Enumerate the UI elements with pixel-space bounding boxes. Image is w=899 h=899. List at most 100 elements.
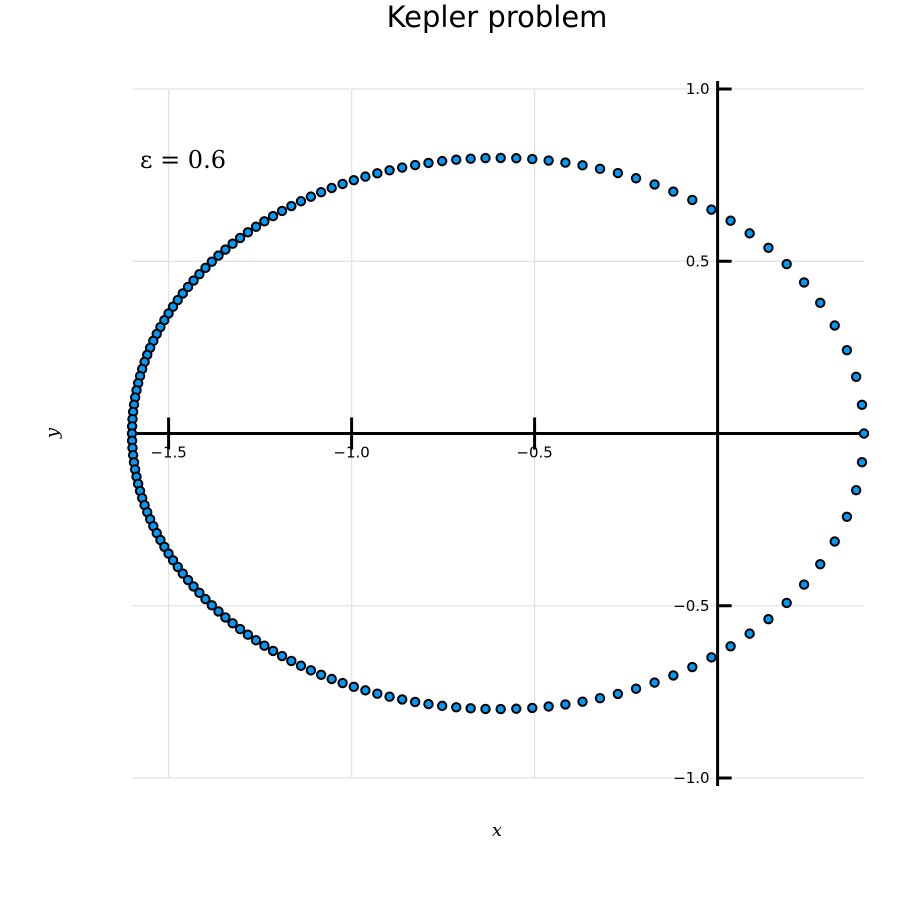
orbit-point [396, 694, 408, 705]
orbit-point [480, 152, 491, 164]
orbit-point [337, 178, 348, 190]
orbit-point [560, 699, 571, 710]
orbit-point [856, 457, 868, 468]
orbit-point [182, 281, 194, 293]
eccentricity-annotation: ε = 0.6 [140, 146, 226, 174]
orbit-point [213, 606, 224, 617]
orbit-point [242, 629, 254, 640]
y-tick-label: −1.0 [673, 769, 709, 787]
orbit-point [829, 536, 840, 547]
orbit-point [423, 698, 434, 710]
orbit-point [725, 215, 736, 226]
axes [132, 81, 864, 786]
orbit-point [423, 157, 434, 169]
orbit-point [841, 511, 853, 522]
orbit-point [295, 196, 307, 207]
orbit-point [725, 641, 736, 652]
orbit-point [744, 228, 755, 239]
orbit-point [372, 688, 383, 699]
orbit-point [172, 294, 183, 306]
orbit-point [451, 154, 462, 165]
orbit-point [206, 600, 218, 611]
orbit-point [267, 645, 279, 657]
orbit-point [856, 399, 868, 410]
orbit-point [234, 623, 246, 635]
orbit-point [829, 320, 840, 331]
orbit-point [182, 574, 194, 586]
y-tick-label: −0.5 [673, 597, 709, 615]
orbit-point [706, 204, 717, 215]
orbit-point [177, 568, 188, 579]
orbit-point [194, 268, 205, 280]
orbit-point [480, 703, 491, 715]
orbit-point [798, 277, 810, 288]
orbit-point [326, 673, 337, 685]
orbit-point [668, 670, 679, 681]
orbit-point [384, 165, 395, 176]
orbit-point [630, 683, 642, 694]
orbit-point [781, 597, 792, 609]
orbit-point [763, 614, 774, 625]
orbit-points [126, 152, 870, 715]
orbit-point [213, 250, 224, 261]
orbit-point [841, 345, 853, 356]
orbit-point [177, 288, 188, 299]
orbit-point [612, 688, 624, 700]
orbit-point [630, 173, 642, 184]
orbit-point [220, 244, 231, 255]
orbit-point [798, 579, 810, 590]
orbit-point [348, 681, 360, 693]
orbit-point [495, 152, 506, 164]
y-axis-label: y [42, 427, 63, 439]
orbit-point [286, 655, 297, 667]
x-tick-label: −0.5 [516, 444, 552, 462]
orbit-point [227, 618, 238, 629]
orbit-point [465, 703, 476, 714]
orbit-point [242, 227, 254, 238]
orbit-point [649, 677, 660, 688]
orbit-point [188, 581, 199, 592]
orbit-point [436, 155, 448, 167]
orbit-point [259, 640, 270, 651]
orbit-point [511, 703, 522, 714]
orbit-point [200, 593, 211, 605]
orbit-point [337, 677, 348, 689]
orbit-point [858, 428, 870, 439]
orbit-point [451, 702, 462, 713]
orbit-point [227, 238, 238, 249]
orbit-point [250, 635, 262, 646]
orbit-point [744, 628, 755, 639]
y-tick-label: 0.5 [686, 252, 710, 270]
orbit-point [286, 200, 297, 212]
orbit-point [372, 168, 383, 179]
x-axis-label: x [492, 820, 502, 841]
orbit-point [612, 167, 624, 179]
orbit-point [649, 179, 660, 190]
orbit-point [360, 685, 371, 696]
orbit-point [594, 163, 606, 175]
orbit-point [706, 652, 717, 663]
tick-labels: −1.5 −1.0 −0.5 1.0 0.5 −0.5 −1.0 [150, 80, 709, 787]
x-tick-label: −1.0 [333, 444, 369, 462]
orbit-point [781, 258, 792, 270]
orbit-point [527, 153, 538, 165]
orbit-point [167, 555, 179, 566]
orbit-point [276, 650, 288, 662]
orbit-point [348, 174, 360, 186]
orbit-point [200, 262, 211, 274]
orbit-point [409, 159, 421, 171]
orbit-point [850, 485, 862, 496]
orbit-point [687, 661, 698, 673]
orbit-point [305, 665, 317, 676]
orbit-point [220, 612, 231, 623]
orbit-point [465, 153, 476, 164]
orbit-point [409, 696, 421, 708]
orbit-point [815, 558, 826, 570]
orbit-point [188, 275, 199, 286]
orbit-point [234, 232, 246, 244]
orbit-point [763, 242, 774, 253]
orbit-point [194, 587, 205, 599]
orbit-point [172, 561, 183, 573]
orbit-point [326, 182, 337, 194]
